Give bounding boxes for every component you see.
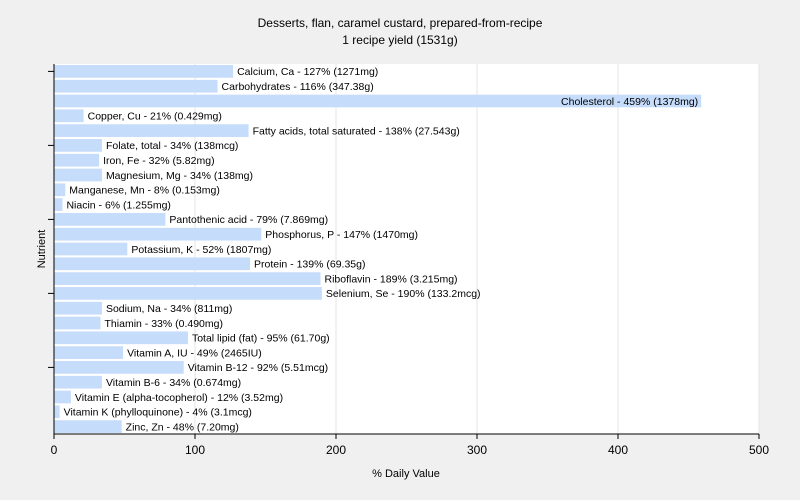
bar-label: Total lipid (fat) - 95% (61.70g)	[192, 333, 330, 345]
bar	[54, 405, 60, 419]
bar-label: Cholesterol - 459% (1378mg)	[561, 96, 698, 108]
bar	[54, 361, 184, 374]
x-axis-label: % Daily Value	[372, 468, 440, 480]
bar	[54, 227, 262, 241]
bar	[54, 375, 102, 389]
bar-label: Potassium, K - 52% (1807mg)	[131, 244, 271, 256]
bar-label: Vitamin B-6 - 34% (0.674mg)	[106, 377, 241, 389]
x-tick-label: 500	[749, 443, 769, 457]
x-tick-label: 400	[608, 443, 628, 457]
bar-label: Riboflavin - 189% (3.215mg)	[324, 273, 457, 285]
bar-label: Protein - 139% (69.35g)	[254, 259, 365, 271]
chart-title: Desserts, flan, caramel custard, prepare…	[258, 16, 543, 30]
bar	[54, 183, 66, 197]
bar	[54, 139, 102, 152]
bar	[54, 331, 188, 345]
bar-label: Carbohydrates - 116% (347.38g)	[222, 81, 374, 93]
bar	[54, 153, 100, 167]
bar	[54, 272, 321, 285]
bar	[54, 420, 122, 433]
x-tick-label: 300	[467, 443, 487, 457]
bar	[54, 65, 234, 78]
bar	[54, 124, 249, 137]
bar	[54, 109, 84, 123]
bar-label: Iron, Fe - 32% (5.82mg)	[103, 155, 214, 167]
bars: Calcium, Ca - 127% (1271mg) Carbohydrates…	[54, 65, 702, 433]
axes: 0 100 200 300 400 500	[48, 64, 769, 457]
y-axis-label: Nutrient	[36, 230, 48, 269]
bar-label: Magnesium, Mg - 34% (138mg)	[106, 170, 253, 182]
x-tick-label: 100	[185, 443, 205, 457]
bar-label: Sodium, Na - 34% (811mg)	[106, 303, 232, 315]
bar-label: Phosphorus, P - 147% (1470mg)	[265, 229, 418, 241]
bar	[54, 287, 322, 300]
x-tick-label: 0	[51, 443, 58, 457]
bar-label: Thiamin - 33% (0.490mg)	[105, 318, 223, 330]
bar	[54, 390, 71, 404]
x-tick-label: 200	[326, 443, 346, 457]
bar	[54, 94, 702, 108]
bar-label: Vitamin A, IU - 49% (2465IU)	[127, 347, 262, 359]
bar	[54, 257, 250, 271]
bar	[54, 198, 63, 211]
bar	[54, 346, 124, 359]
bar-label: Folate, total - 34% (138mcg)	[106, 140, 238, 152]
bar-label: Calcium, Ca - 127% (1271mg)	[237, 66, 378, 78]
bar	[54, 242, 128, 256]
bar-label: Vitamin B-12 - 92% (5.51mcg)	[188, 362, 328, 374]
bar-label: Fatty acids, total saturated - 138% (27.…	[253, 125, 460, 137]
bar-label: Copper, Cu - 21% (0.429mg)	[88, 111, 222, 123]
bar	[54, 168, 102, 182]
bar-label: Zinc, Zn - 48% (7.20mg)	[126, 421, 239, 433]
bar-label: Selenium, Se - 190% (133.2mcg)	[326, 288, 481, 300]
bar	[54, 301, 102, 315]
bar-label: Niacin - 6% (1.255mg)	[66, 199, 170, 211]
bar	[54, 79, 218, 93]
bar-label: Vitamin K (phylloquinone) - 4% (3.1mcg)	[64, 407, 252, 419]
bar-label: Vitamin E (alpha-tocopherol) - 12% (3.52…	[75, 392, 283, 404]
bar-label: Manganese, Mn - 8% (0.153mg)	[69, 185, 220, 197]
bar-label: Pantothenic acid - 79% (7.869mg)	[169, 214, 328, 226]
chart-subtitle: 1 recipe yield (1531g)	[342, 33, 457, 47]
bar	[54, 213, 166, 226]
bar	[54, 316, 101, 330]
